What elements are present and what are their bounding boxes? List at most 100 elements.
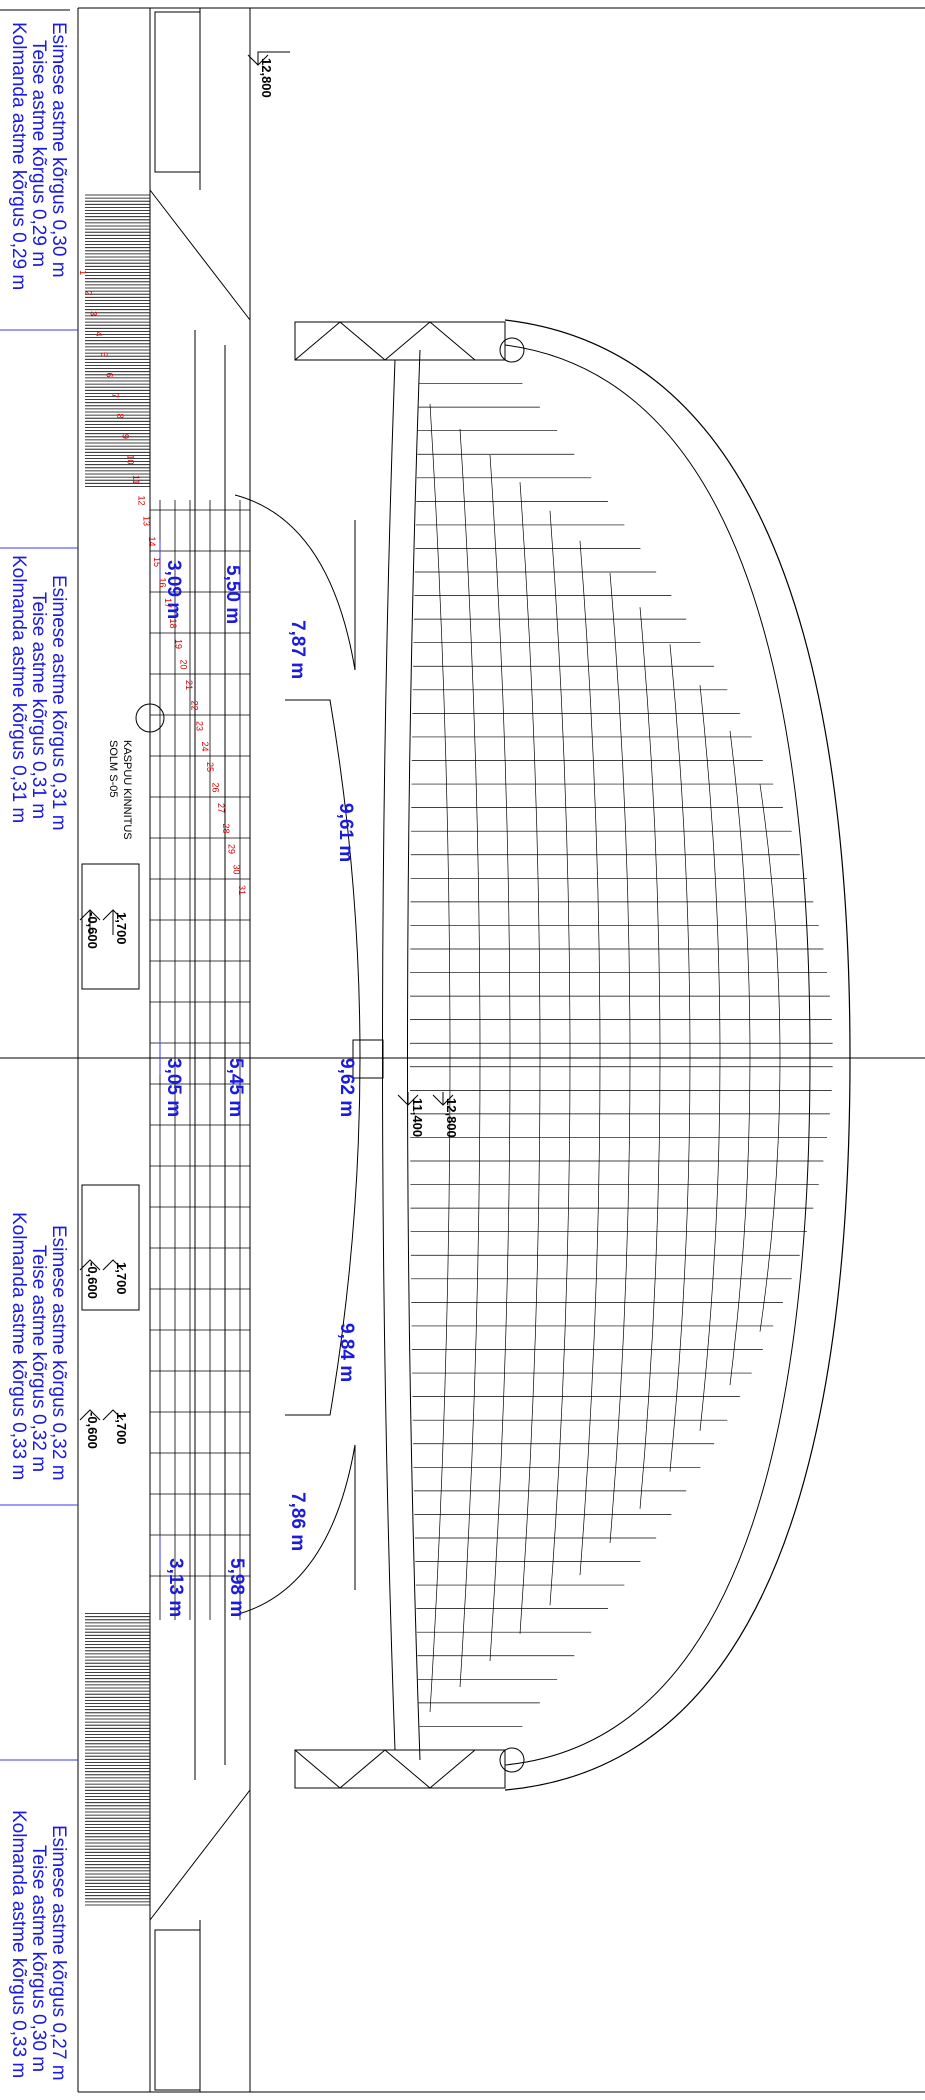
distance-label-3-05: 3,05 m <box>163 1058 184 1117</box>
row-number: 1 <box>78 270 88 275</box>
front-tier-outline <box>285 699 361 1416</box>
shell-transverse-arc <box>729 730 751 1386</box>
shell-transverse-arc <box>429 403 451 1713</box>
entrance-block-bottom <box>81 1184 140 1311</box>
distance-label-5-45: 5,45 m <box>225 1058 246 1117</box>
top-block <box>154 11 201 173</box>
step-note-0-line3: Kolmanda astme kõrgus 0,29 m <box>8 22 29 290</box>
distance-label-9-61: 9,61 m <box>335 803 356 862</box>
row-number: 28 <box>221 824 231 834</box>
distance-label-7-87: 7,87 m <box>287 620 308 679</box>
elevation-arrow-center <box>432 1092 454 1106</box>
row-number: 2 <box>83 291 93 296</box>
distance-label-7-86: 7,86 m <box>287 1492 308 1551</box>
elevation-arrow-f <box>79 1409 101 1421</box>
row-number-layer: 1234567891011121314151617181920212223242… <box>78 270 247 895</box>
elevation-arrow-e <box>102 1409 124 1421</box>
distance-label-5-98: 5,98 m <box>226 1558 247 1617</box>
shell-outer <box>504 319 851 1791</box>
step-note-0-line1: Esimese astme kõrgus 0,30 m <box>48 22 69 278</box>
shell-transverse-arc <box>639 607 661 1509</box>
shell-transverse-arc <box>609 572 631 1544</box>
fixing-note-line2: SOLM S-05 <box>107 740 119 797</box>
shell-joint-top <box>499 337 525 363</box>
step-note-2-line3: Kolmanda astme kõrgus 0,33 m <box>8 1212 29 1480</box>
fixing-node-circle <box>135 703 165 733</box>
shell-joint-bottom <box>499 1747 525 1773</box>
row-number: 29 <box>226 844 236 854</box>
elevation-arrow-b <box>79 909 101 935</box>
balcony-curve-top <box>234 494 356 671</box>
row-number: 9 <box>120 434 130 439</box>
row-number: 21 <box>184 680 194 690</box>
shell-transverse-arc <box>699 685 721 1431</box>
truss-bottom <box>294 1749 506 1789</box>
row-number: 7 <box>110 393 120 398</box>
row-number: 13 <box>142 516 152 526</box>
distance-label-9-84: 9,84 m <box>336 1323 357 1382</box>
row-number: 26 <box>211 783 221 793</box>
entrance-block-top <box>81 863 140 990</box>
row-number: 8 <box>115 414 125 419</box>
shell-transverse-arc <box>579 540 601 1576</box>
step-note-1-line2: Teise astme kõrgus 0,31 m <box>28 592 49 819</box>
shell-transverse-arc <box>549 510 571 1606</box>
elevation-arrow-top <box>247 51 290 66</box>
step-note-1-line1: Esimese astme kõrgus 0,31 m <box>48 575 69 831</box>
step-note-1-line3: Kolmanda astme kõrgus 0,31 m <box>8 555 29 823</box>
fixing-note-line1: KASPUU KINNITUS <box>121 740 133 840</box>
step-note-0-line2: Teise astme kõrgus 0,29 m <box>28 40 49 267</box>
row-number: 31 <box>237 885 247 895</box>
row-number: 23 <box>195 721 205 731</box>
elevation-minus0600-a: -0,600 <box>85 912 100 949</box>
row-number: 25 <box>205 762 215 772</box>
shell-transverse-arc <box>489 454 511 1662</box>
row-number: 5 <box>99 352 109 357</box>
shell-ribs <box>410 359 833 1751</box>
shell-transverse-arc <box>669 644 691 1472</box>
elevation-minus0600-c: -0,600 <box>85 1412 100 1449</box>
distance-label-9-62: 9,62 m <box>336 1058 357 1117</box>
row-number: 27 <box>216 803 226 813</box>
distance-label-3-09: 3,09 m <box>163 560 184 619</box>
row-number: 17 <box>163 598 173 608</box>
seating-rows <box>85 194 250 1906</box>
row-number: 18 <box>168 619 178 629</box>
elevation-1700-a: 1,700 <box>114 912 129 945</box>
row-number: 16 <box>158 578 168 588</box>
step-note-3-line3: Kolmanda astme kõrgus 0,33 m <box>8 1810 29 2078</box>
elevation-1700-b: 1,700 <box>114 1262 129 1295</box>
row-number: 4 <box>94 332 104 337</box>
shell-inner <box>504 344 811 1766</box>
row-number: 10 <box>126 455 136 465</box>
elevation-arrow-a <box>102 909 124 935</box>
elevation-minus0600-b: -0,600 <box>85 1262 100 1299</box>
step-note-2-line1: Esimese astme kõrgus 0,32 m <box>48 1225 69 1481</box>
truss-top-zigzag <box>294 321 476 361</box>
row-number: 14 <box>147 537 157 547</box>
row-number: 20 <box>179 660 189 670</box>
center-box <box>352 1039 384 1079</box>
stage-front-curve-2 <box>407 349 421 1761</box>
row-number: 22 <box>189 701 199 711</box>
step-note-3-line2: Teise astme kõrgus 0,30 m <box>28 1845 49 2072</box>
stage-front-curve <box>382 359 396 1751</box>
row-number: 15 <box>152 557 162 567</box>
shell-transverse-arc <box>459 428 481 1688</box>
elevation-arrow-center-2 <box>397 1092 419 1106</box>
elevation-12800-center: 12,800 <box>444 1098 459 1138</box>
elevation-12800-top: 12,800 <box>259 58 274 98</box>
distance-label-5-50: 5,50 m <box>222 565 243 624</box>
row-number: 24 <box>200 742 210 752</box>
row-number: 19 <box>173 639 183 649</box>
elevation-11400: 11,400 <box>410 1098 425 1137</box>
step-note-3-line1: Esimese astme kõrgus 0,27 m <box>48 1825 69 2081</box>
row-number: 12 <box>136 496 146 506</box>
row-number: 3 <box>89 311 99 316</box>
truss-top <box>294 321 506 361</box>
elevation-1700-c: 1,700 <box>114 1412 129 1445</box>
step-note-2-line2: Teise astme kõrgus 0,32 m <box>28 1245 49 1472</box>
truss-bottom-zigzag <box>294 1749 476 1789</box>
tribune-outline <box>149 189 251 1921</box>
